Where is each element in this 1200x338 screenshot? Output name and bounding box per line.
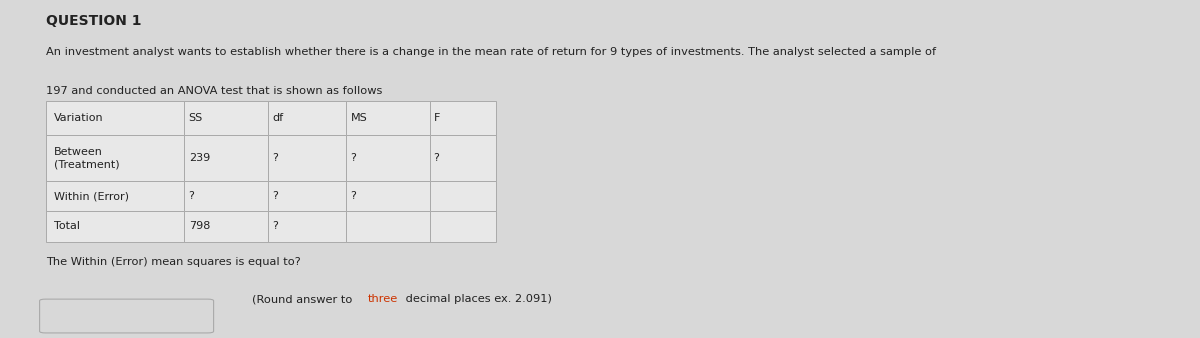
Bar [346, 181, 430, 211]
Text: QUESTION 1: QUESTION 1 [46, 14, 142, 27]
Text: ?: ? [188, 191, 194, 201]
Text: 197 and conducted an ANOVA test that is shown as follows: 197 and conducted an ANOVA test that is … [46, 86, 382, 96]
Text: 798: 798 [188, 221, 210, 232]
Bar [184, 101, 268, 135]
Text: ?: ? [272, 153, 278, 163]
Bar [430, 101, 496, 135]
Bar [268, 101, 346, 135]
Text: The Within (Error) mean squares is equal to?: The Within (Error) mean squares is equal… [46, 257, 300, 267]
Bar [430, 135, 496, 181]
Bar [346, 101, 430, 135]
Bar [268, 135, 346, 181]
FancyBboxPatch shape [40, 299, 214, 333]
Bar [184, 181, 268, 211]
Bar [46, 135, 184, 181]
Bar [268, 211, 346, 242]
Text: df: df [272, 113, 283, 123]
Bar [430, 181, 496, 211]
Bar [184, 211, 268, 242]
Bar [346, 135, 430, 181]
Bar [184, 135, 268, 181]
Text: Total: Total [54, 221, 80, 232]
Text: Between
(Treatment): Between (Treatment) [54, 147, 120, 169]
Text: An investment analyst wants to establish whether there is a change in the mean r: An investment analyst wants to establish… [46, 47, 936, 57]
Text: decimal places ex. 2.091): decimal places ex. 2.091) [402, 294, 552, 304]
Text: ?: ? [272, 221, 278, 232]
Text: ?: ? [350, 153, 356, 163]
Text: 239: 239 [188, 153, 210, 163]
Text: ?: ? [350, 191, 356, 201]
Text: ?: ? [433, 153, 439, 163]
Text: MS: MS [350, 113, 367, 123]
Text: three: three [368, 294, 398, 304]
Bar [46, 211, 184, 242]
Bar [430, 211, 496, 242]
Text: Variation: Variation [54, 113, 103, 123]
Bar [346, 211, 430, 242]
Bar [46, 101, 184, 135]
Bar [46, 181, 184, 211]
Bar [268, 181, 346, 211]
Text: F: F [433, 113, 440, 123]
Text: (Round answer to: (Round answer to [252, 294, 356, 304]
Text: Within (Error): Within (Error) [54, 191, 128, 201]
Text: SS: SS [188, 113, 203, 123]
Text: ?: ? [272, 191, 278, 201]
